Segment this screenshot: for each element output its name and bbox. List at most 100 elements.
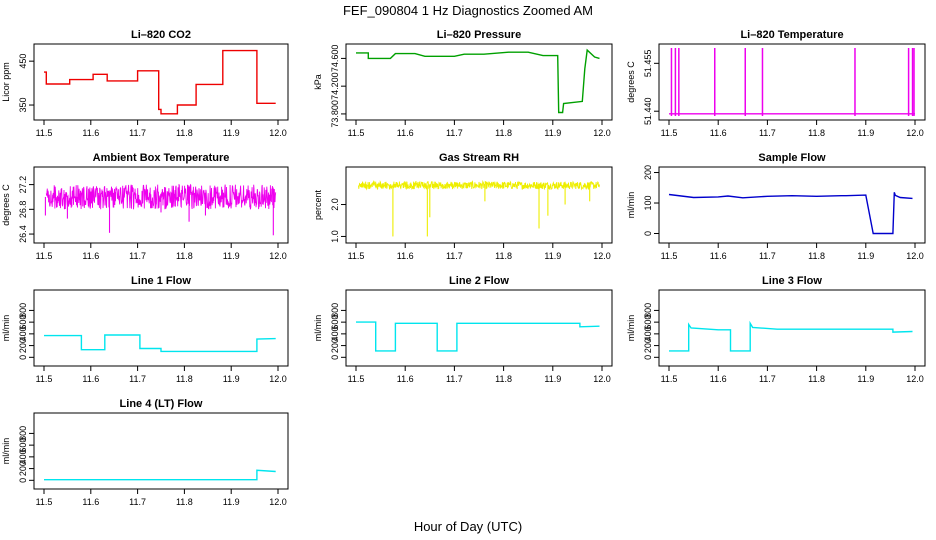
y-tick-label: 27.2 xyxy=(18,176,28,194)
chart-panel: Line 4 (LT) Flow 11.5 11.6 11.7 11.8 11.9 12.0… xyxy=(1,398,289,507)
x-tick-label: 11.6 xyxy=(82,251,99,261)
x-tick-label: 11.8 xyxy=(808,128,825,138)
x-tick-label: 11.9 xyxy=(857,128,874,138)
y-axis-label: degrees C xyxy=(1,184,11,226)
panel-title: Li–820 CO2 xyxy=(131,29,191,41)
x-tick-label: 11.5 xyxy=(348,374,365,384)
y-tick-label: 74.600 xyxy=(330,45,340,73)
x-tick-label: 11.5 xyxy=(36,497,53,507)
series-line xyxy=(44,334,276,353)
x-tick-label: 11.7 xyxy=(129,497,146,507)
x-tick-label: 11.9 xyxy=(223,374,240,384)
x-tick-label: 11.9 xyxy=(544,251,561,261)
chart-panel: Gas Stream RH 11.5 11.6 11.7 11.8 11.9 12.0 1.0… xyxy=(313,152,613,261)
panel-title: Li–820 Pressure xyxy=(437,29,521,41)
panel-title: Line 1 Flow xyxy=(131,275,191,287)
x-tick-label: 11.8 xyxy=(808,251,825,261)
x-tick-label: 11.7 xyxy=(759,128,776,138)
y-axis-label: degrees C xyxy=(626,61,636,103)
y-tick-label: 200 xyxy=(643,165,653,180)
y-tick-label: 600 xyxy=(18,315,28,330)
x-axis-label: Hour of Day (UTC) xyxy=(414,519,522,534)
x-tick-label: 12.0 xyxy=(906,251,924,261)
series-line xyxy=(668,192,913,235)
chart-panel: Li–820 CO2 11.5 11.6 11.7 11.8 11.9 12.0 350 450… xyxy=(1,29,289,138)
plot-frame xyxy=(33,43,289,121)
x-tick-label: 11.7 xyxy=(446,251,463,261)
x-tick-label: 11.5 xyxy=(36,251,53,261)
x-tick-label: 12.0 xyxy=(269,128,287,138)
plot-frame xyxy=(345,166,613,244)
y-tick-label: 450 xyxy=(18,54,28,69)
y-axis-label: ml/min xyxy=(626,315,636,342)
x-tick-label: 11.5 xyxy=(348,251,365,261)
plot-frame xyxy=(658,289,926,367)
panel-title: Line 2 Flow xyxy=(449,275,509,287)
x-tick-label: 11.5 xyxy=(661,128,678,138)
x-tick-label: 11.8 xyxy=(495,251,512,261)
y-tick-label: 2.0 xyxy=(330,198,340,211)
y-tick-label: 0 xyxy=(643,355,653,360)
noise-trace xyxy=(45,183,277,210)
y-axis-label: ml/min xyxy=(313,315,323,342)
y-tick-label: 200 xyxy=(643,338,653,353)
panel-title: Li–820 Temperature xyxy=(740,29,843,41)
y-tick-label: 0 xyxy=(643,231,653,236)
x-tick-label: 12.0 xyxy=(269,497,287,507)
y-tick-label: 800 xyxy=(330,303,340,318)
x-tick-label: 11.6 xyxy=(710,374,727,384)
x-tick-label: 11.7 xyxy=(759,374,776,384)
y-tick-label: 51.440 xyxy=(643,97,653,125)
x-tick-label: 12.0 xyxy=(906,374,924,384)
series-line xyxy=(44,469,276,481)
x-tick-label: 11.7 xyxy=(129,128,146,138)
x-tick-label: 12.0 xyxy=(906,128,924,138)
panels-group: Li–820 CO2 11.5 11.6 11.7 11.8 11.9 12.0 350 450… xyxy=(1,29,926,507)
y-axis-label: kPa xyxy=(313,74,323,90)
chart-panel: Sample Flow 11.5 11.6 11.7 11.8 11.9 12.0 0 100 2… xyxy=(626,152,926,261)
y-tick-label: 400 xyxy=(643,326,653,341)
x-tick-label: 11.8 xyxy=(176,128,193,138)
y-axis-label: ml/min xyxy=(1,315,11,342)
y-tick-label: 600 xyxy=(643,315,653,330)
x-tick-label: 11.9 xyxy=(544,374,561,384)
plot-data xyxy=(668,192,913,235)
plot-data xyxy=(44,49,276,115)
y-tick-label: 600 xyxy=(330,315,340,330)
series-line xyxy=(356,48,600,114)
chart-panel: Li–820 Temperature 11.5 11.6 11.7 11.8 11.9 12… xyxy=(626,29,926,138)
plot-data xyxy=(356,321,600,352)
plot-data xyxy=(44,334,276,353)
x-tick-label: 11.6 xyxy=(397,374,414,384)
y-tick-label: 400 xyxy=(18,326,28,341)
plot-frame xyxy=(33,412,289,490)
x-tick-label: 11.6 xyxy=(710,251,727,261)
plot-data xyxy=(44,469,276,481)
x-tick-label: 11.6 xyxy=(397,128,414,138)
y-tick-label: 400 xyxy=(330,326,340,341)
x-tick-label: 11.8 xyxy=(495,374,512,384)
x-tick-label: 11.6 xyxy=(710,128,727,138)
y-tick-label: 26.4 xyxy=(18,225,28,243)
series-line xyxy=(356,321,600,352)
x-tick-label: 11.7 xyxy=(759,251,776,261)
x-tick-label: 11.9 xyxy=(223,497,240,507)
y-tick-label: 600 xyxy=(18,438,28,453)
x-tick-label: 11.7 xyxy=(129,251,146,261)
x-tick-label: 11.9 xyxy=(544,128,561,138)
x-tick-label: 11.7 xyxy=(446,374,463,384)
x-tick-label: 11.5 xyxy=(661,374,678,384)
x-tick-label: 11.6 xyxy=(397,251,414,261)
panel-title: Line 3 Flow xyxy=(762,275,822,287)
y-tick-label: 800 xyxy=(18,303,28,318)
x-tick-label: 11.9 xyxy=(857,374,874,384)
x-tick-label: 12.0 xyxy=(593,128,611,138)
x-tick-label: 11.7 xyxy=(446,128,463,138)
x-tick-label: 11.5 xyxy=(36,374,53,384)
y-tick-label: 0 xyxy=(18,478,28,483)
panel-title: Sample Flow xyxy=(758,152,826,164)
y-axis-label: Licor ppm xyxy=(1,62,11,102)
plot-frame xyxy=(658,43,926,121)
x-tick-label: 11.6 xyxy=(82,128,99,138)
x-tick-label: 11.5 xyxy=(348,128,365,138)
